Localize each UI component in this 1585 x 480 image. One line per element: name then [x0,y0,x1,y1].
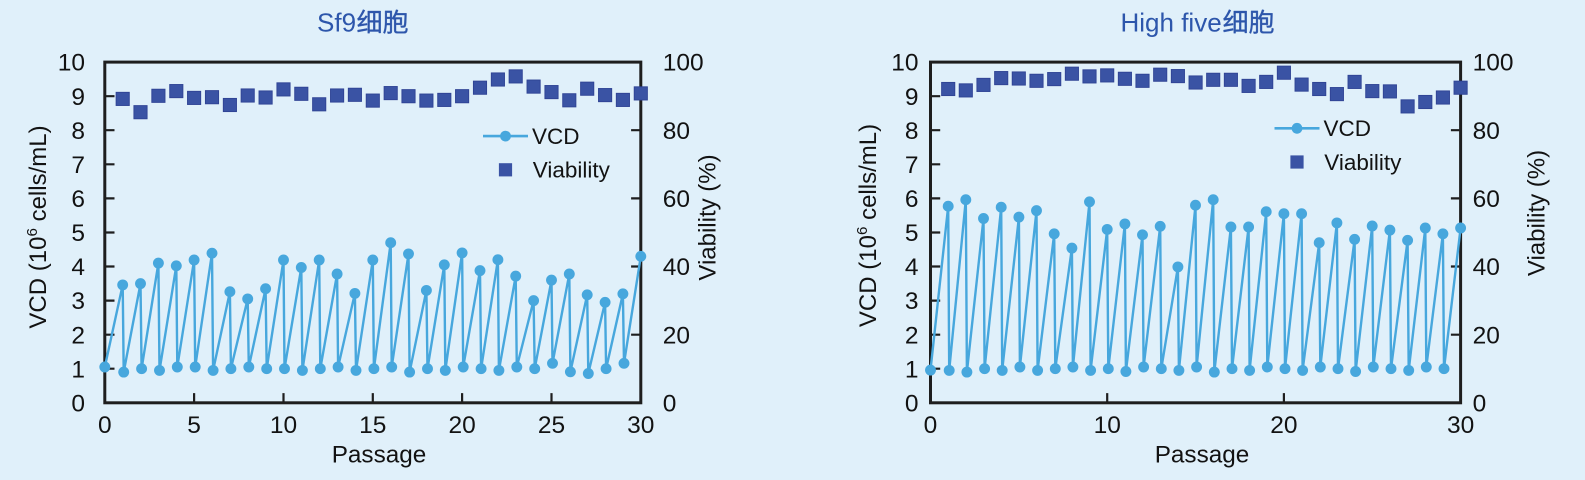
svg-text:6: 6 [71,186,85,213]
svg-text:0: 0 [1473,390,1487,417]
svg-text:30: 30 [627,412,654,439]
svg-text:2: 2 [71,322,85,349]
svg-text:0: 0 [924,412,938,439]
svg-text:80: 80 [1473,118,1500,145]
svg-text:8: 8 [71,118,85,145]
svg-text:10: 10 [891,50,918,77]
svg-text:80: 80 [663,118,690,145]
svg-text:7: 7 [905,152,919,179]
svg-text:VCD: VCD [532,124,580,149]
svg-text:40: 40 [1473,254,1500,281]
svg-text:3: 3 [905,288,919,315]
svg-text:20: 20 [448,412,475,439]
svg-text:0: 0 [905,390,919,417]
svg-text:Passage: Passage [332,442,427,469]
svg-text:60: 60 [1473,186,1500,213]
svg-text:Viability: Viability [533,158,611,183]
svg-text:20: 20 [1270,412,1297,439]
svg-text:1: 1 [71,356,85,383]
svg-text:0: 0 [663,390,677,417]
svg-text:Viability (%): Viability (%) [695,154,722,280]
svg-text:20: 20 [663,322,690,349]
svg-text:5: 5 [905,220,919,247]
svg-text:30: 30 [1447,412,1474,439]
svg-text:Viability: Viability [1324,150,1402,175]
svg-text:Viability (%): Viability (%) [1524,150,1551,276]
svg-text:10: 10 [58,50,85,77]
svg-text:Sf9: Sf9 [317,8,356,38]
svg-text:5: 5 [187,412,201,439]
svg-text:4: 4 [905,254,919,281]
svg-text:1: 1 [905,356,919,383]
svg-text:20: 20 [1473,322,1500,349]
svg-text:10: 10 [270,412,297,439]
svg-text:5: 5 [71,220,85,247]
svg-text:15: 15 [359,412,386,439]
svg-text:100: 100 [663,50,704,77]
svg-text:25: 25 [538,412,565,439]
svg-text:VCD: VCD [1324,116,1372,141]
svg-text:High five: High five [1121,8,1222,38]
svg-text:0: 0 [71,390,85,417]
svg-text:40: 40 [663,254,690,281]
svg-text:8: 8 [905,118,919,145]
svg-text:2: 2 [905,322,919,349]
svg-text:VCD (106 cells/mL): VCD (106 cells/mL) [854,124,882,327]
svg-text:VCD (106 cells/mL): VCD (106 cells/mL) [24,125,52,328]
svg-text:0: 0 [98,412,112,439]
svg-text:3: 3 [71,288,85,315]
svg-text:9: 9 [905,84,919,111]
svg-text:Passage: Passage [1155,442,1250,469]
svg-text:9: 9 [71,84,85,111]
svg-text:100: 100 [1473,50,1514,77]
svg-text:7: 7 [71,152,85,179]
svg-text:6: 6 [905,186,919,213]
svg-text:4: 4 [71,254,85,281]
svg-text:60: 60 [663,186,690,213]
svg-text:10: 10 [1094,412,1121,439]
